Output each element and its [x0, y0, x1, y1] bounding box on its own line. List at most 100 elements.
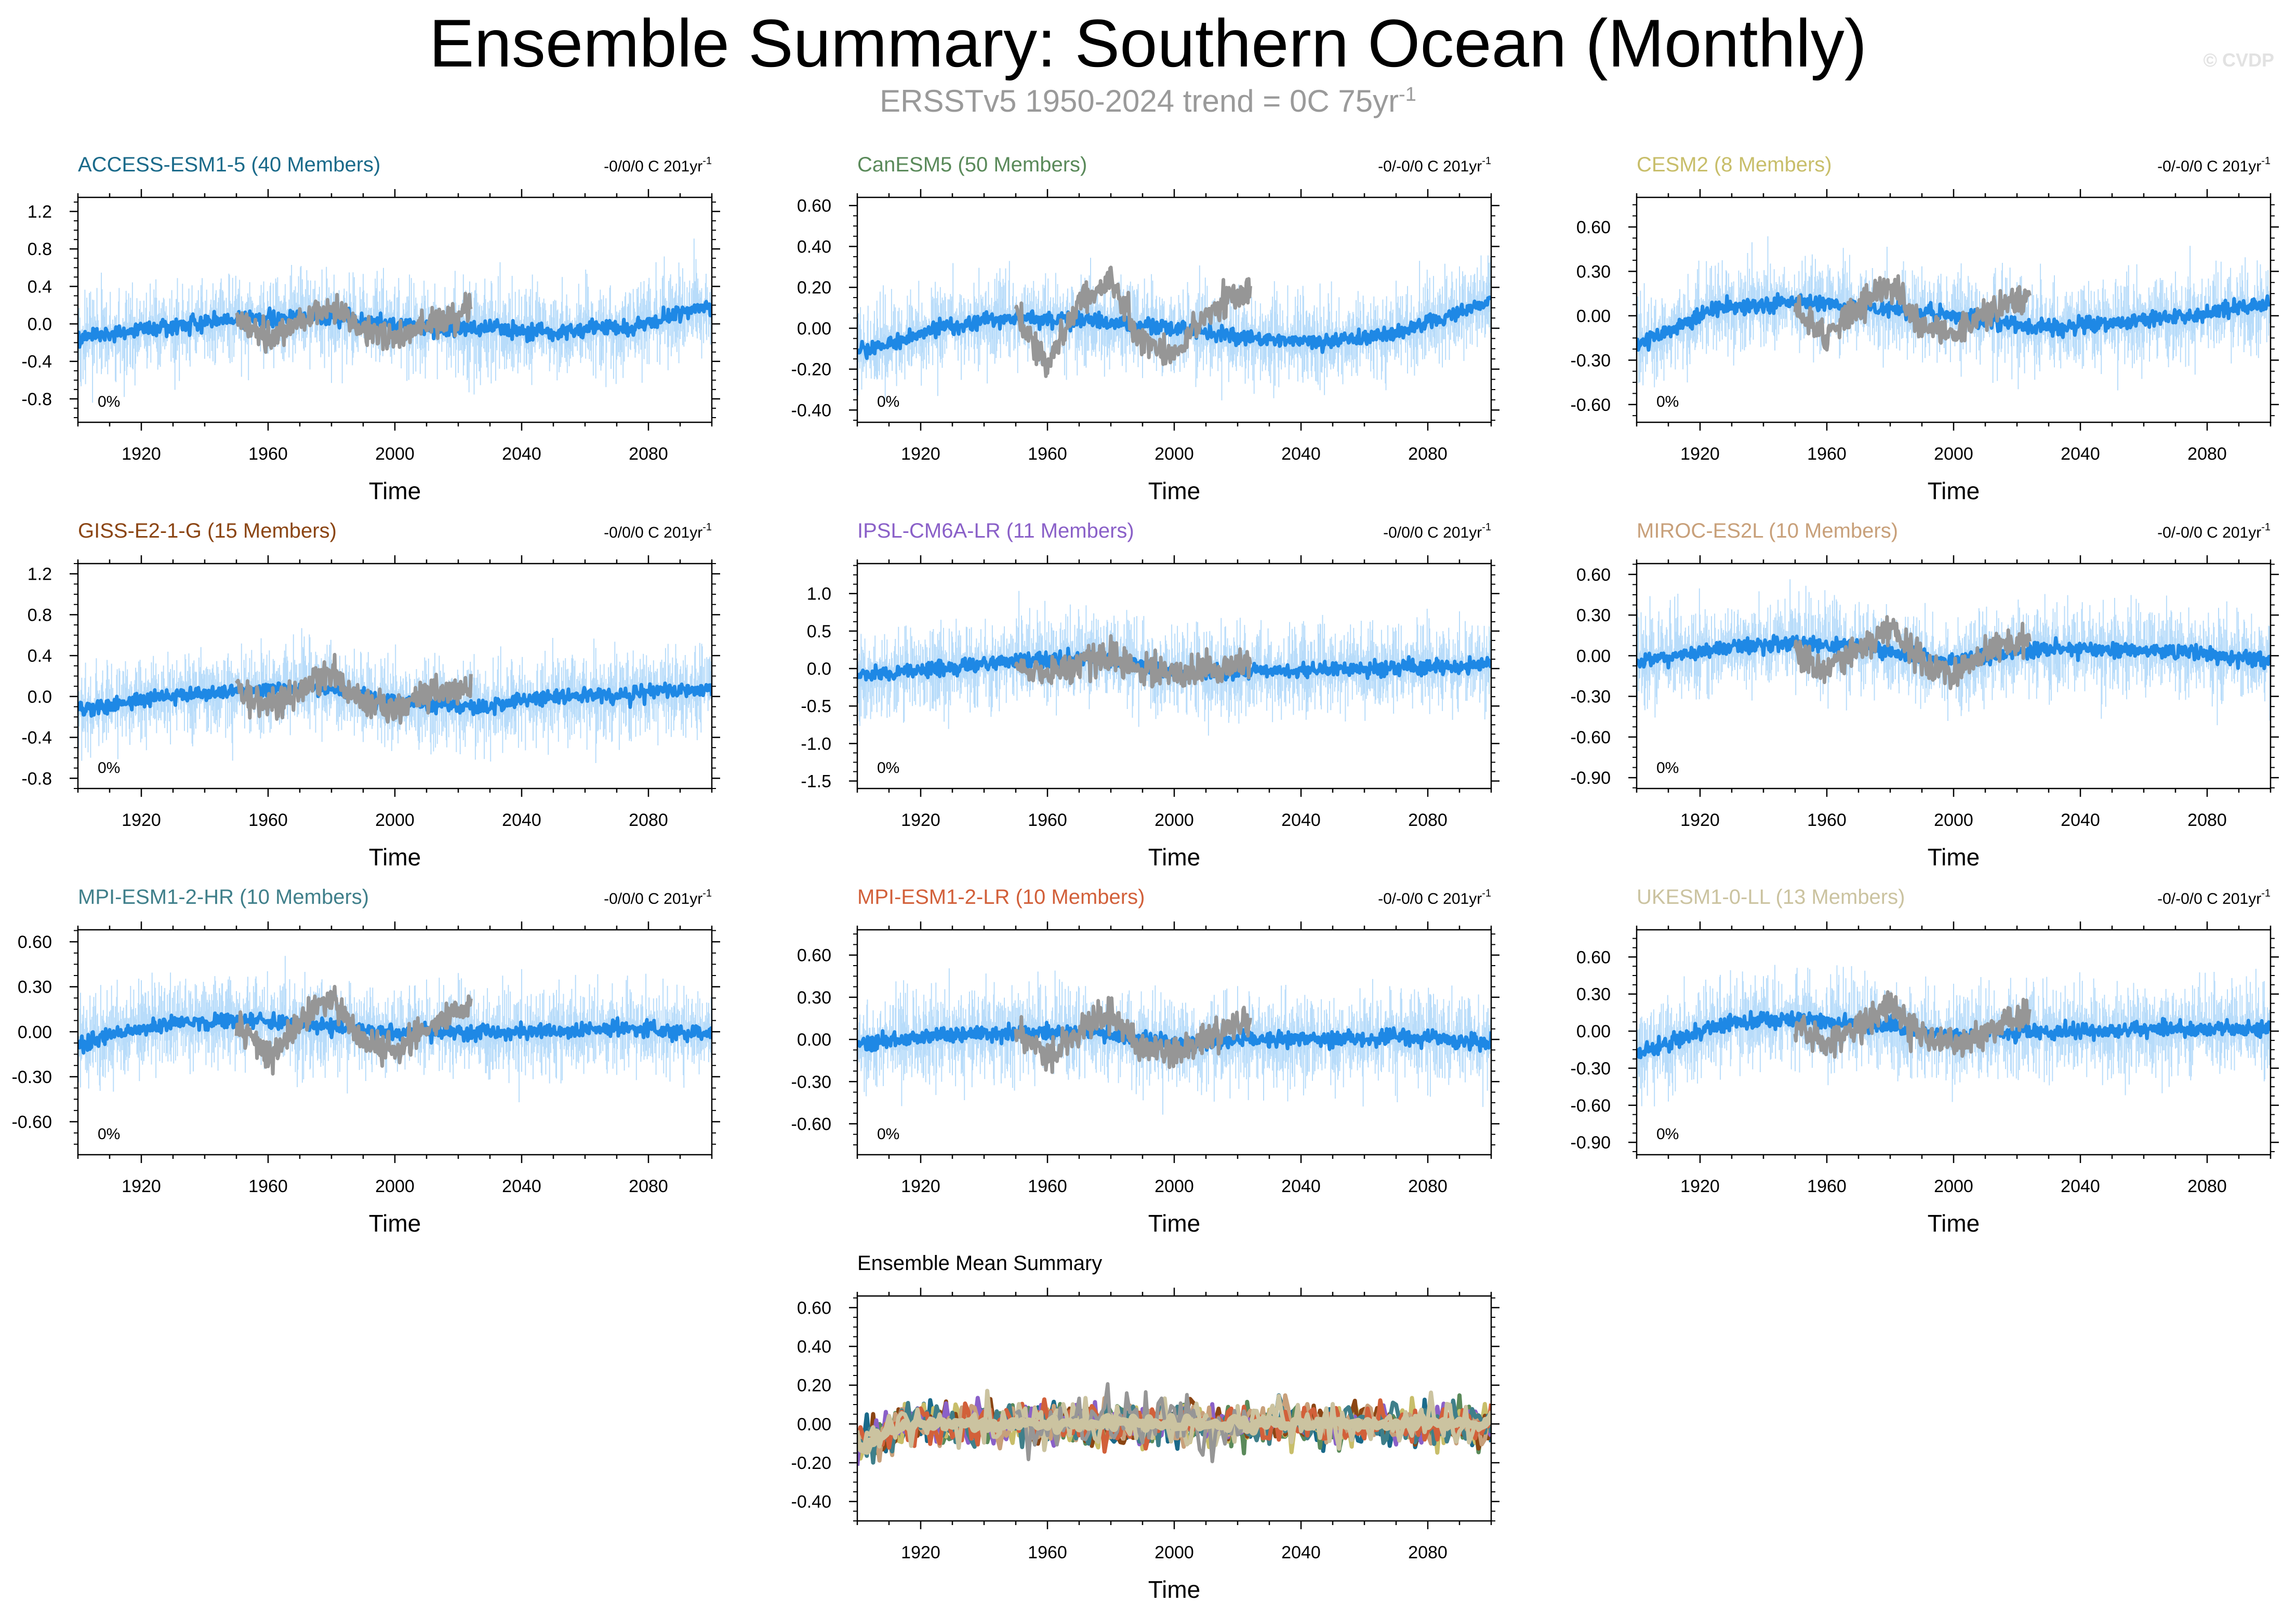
y-tick-label: -0.30: [1571, 351, 1611, 370]
trend-label-text: -0/0/0 C 201yr: [604, 890, 702, 907]
y-tick-label: 0.00: [1576, 646, 1611, 666]
panel-title: ACCESS-ESM1-5 (40 Members): [78, 153, 380, 176]
series-line-observations: [1793, 615, 2032, 690]
y-tick-label: 0.40: [797, 1337, 831, 1357]
series-line-ensemble-mean: [1637, 292, 2271, 352]
trend-label-superscript: -1: [702, 155, 712, 167]
plot-area: [78, 238, 712, 403]
x-tick-label: 2080: [1408, 444, 1448, 464]
x-axis-label: Time: [1148, 1210, 1201, 1237]
trend-label: -0/0/0 C 201yr-1: [604, 888, 712, 907]
plot-area: [1637, 579, 2271, 726]
x-tick-label: 2000: [1154, 1177, 1194, 1196]
x-axis-label: Time: [1148, 844, 1201, 871]
y-tick-label: -0.30: [791, 1072, 832, 1092]
y-tick-label: 0.30: [1576, 606, 1611, 625]
y-tick-label: -0.20: [791, 1453, 832, 1473]
x-tick-label: 2000: [375, 810, 415, 830]
x-tick-label: 2040: [2061, 444, 2100, 464]
x-tick-label: 1960: [1028, 810, 1067, 830]
x-tick-label: 2000: [1154, 810, 1194, 830]
watermark: © CVDP: [2203, 49, 2274, 71]
x-tick-label: 2040: [502, 1177, 541, 1196]
trend-label: -0/-0/0 C 201yr-1: [1378, 888, 1491, 907]
y-tick-label: 0.20: [797, 278, 831, 298]
y-tick-label: 0.8: [28, 239, 52, 259]
y-tick-label: 0.00: [1576, 306, 1611, 326]
x-tick-label: 1920: [901, 810, 940, 830]
percent-label: 0%: [877, 393, 899, 410]
series-line-ersstv5: [1014, 1382, 1251, 1463]
y-tick-label: 0.30: [1576, 985, 1611, 1005]
x-axis-label: Time: [1928, 844, 1980, 871]
trend-label-superscript: -1: [1482, 522, 1491, 533]
trend-label-text: -0/-0/0 C 201yr: [1378, 890, 1482, 907]
y-tick-label: 0.60: [797, 946, 831, 966]
x-tick-label: 2080: [629, 1177, 668, 1196]
series-line-ensemble-mean: [78, 1011, 712, 1055]
plot-area: [857, 591, 1491, 736]
x-tick-label: 2040: [1281, 810, 1321, 830]
y-tick-label: 0.30: [797, 988, 831, 1008]
y-tick-label: 1.0: [807, 584, 831, 604]
trend-label-superscript: -1: [1482, 888, 1491, 899]
x-tick-label: 2000: [1934, 1177, 1973, 1196]
plot-area: [857, 255, 1491, 400]
y-tick-label: -0.90: [1571, 768, 1611, 788]
trend-label-superscript: -1: [2261, 888, 2271, 899]
series-line-ensemble-mean: [857, 295, 1491, 360]
y-tick-label: -0.60: [12, 1112, 52, 1132]
x-tick-label: 2000: [375, 1177, 415, 1196]
chart-panel-0: 1920 1960 2000 2040 2080 Time -0.8 -0.4 0.0 0.4 0.…: [21, 153, 720, 504]
trend-label-text: -0/0/0 C 201yr: [604, 158, 702, 175]
trend-label-text: -0/0/0 C 201yr: [604, 524, 702, 541]
chart-panel-5: 1920 1960 2000 2040 2080 Time -0.90 -0.60 -0.30 0…: [1571, 519, 2279, 871]
y-tick-label: 0.4: [28, 646, 52, 666]
chart-panel-4: 1920 1960 2000 2040 2080 Time -1.5 -1.0 -0.5 0.0 0…: [801, 519, 1499, 871]
chart-panel-3: 1920 1960 2000 2040 2080 Time -0.8 -0.4 0.0 0.4 0.…: [21, 519, 720, 871]
panel-title: UKESM1-0-LL (13 Members): [1637, 886, 1905, 908]
y-tick-label: 0.30: [1576, 262, 1611, 282]
trend-label: -0/0/0 C 201yr-1: [604, 522, 712, 541]
y-tick-label: 0.60: [1576, 947, 1611, 967]
y-tick-label: 0.60: [18, 932, 52, 952]
y-tick-label: -0.40: [791, 400, 832, 420]
trend-label-superscript: -1: [2261, 155, 2271, 167]
panel-title: GISS-E2-1-G (15 Members): [78, 519, 337, 542]
x-tick-label: 2080: [2187, 810, 2227, 830]
x-tick-label: 1920: [1680, 444, 1720, 464]
plot-area: [857, 968, 1491, 1115]
y-tick-label: 0.0: [28, 687, 52, 707]
x-tick-label: 1920: [1680, 1177, 1720, 1196]
y-tick-label: 0.00: [18, 1022, 52, 1042]
trend-label-superscript: -1: [702, 522, 712, 533]
y-tick-label: -0.4: [21, 352, 52, 372]
y-tick-label: 0.60: [1576, 565, 1611, 585]
x-tick-label: 1920: [122, 810, 161, 830]
y-tick-label: 0.4: [28, 277, 52, 297]
chart-panel-1: 1920 1960 2000 2040 2080 Time -0.40 -0.20 0.00 0.…: [791, 153, 1499, 504]
series-line-observations: [234, 985, 473, 1076]
y-tick-label: 0.5: [807, 622, 831, 642]
x-tick-label: 1960: [1028, 1177, 1067, 1196]
y-tick-label: 1.2: [28, 202, 52, 222]
panel-title: CESM2 (8 Members): [1637, 153, 1832, 176]
x-tick-label: 2040: [1281, 1177, 1321, 1196]
plot-area: [1637, 965, 2271, 1106]
percent-label: 0%: [1656, 1126, 1679, 1143]
x-axis-label: Time: [369, 1210, 421, 1237]
percent-label: 0%: [877, 1126, 899, 1143]
x-tick-label: 1920: [122, 1177, 161, 1196]
series-line-observations: [234, 652, 473, 725]
subtitle: ERSSTv5 1950-2024 trend = 0C 75yr-1: [0, 83, 2296, 119]
x-tick-label: 2080: [1408, 1177, 1448, 1196]
subtitle-superscript: -1: [1399, 84, 1416, 105]
percent-label: 0%: [98, 393, 120, 410]
percent-label: 0%: [1656, 393, 1679, 410]
chart-panel-8: 1920 1960 2000 2040 2080 Time -0.90 -0.60 -0.30 0…: [1571, 886, 2279, 1237]
x-tick-label: 2040: [502, 810, 541, 830]
x-tick-label: 1920: [901, 1177, 940, 1196]
x-tick-label: 2080: [2187, 1177, 2227, 1196]
trend-label-text: -0/0/0 C 201yr: [1383, 524, 1482, 541]
